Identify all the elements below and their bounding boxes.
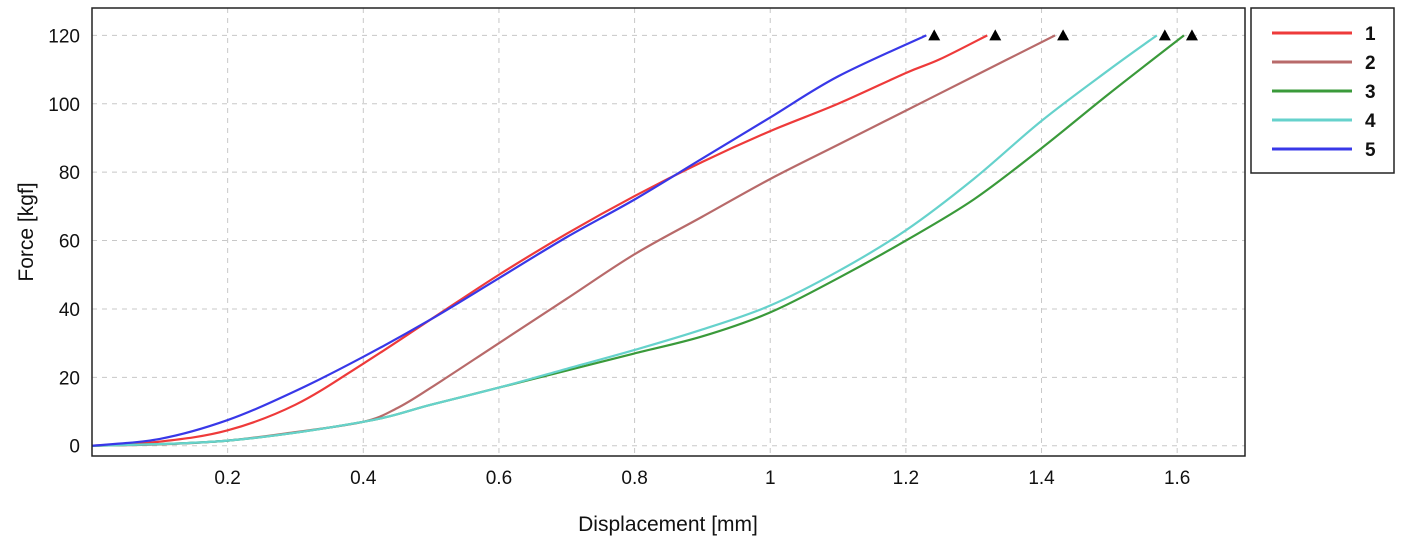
- series-line-1: [91, 34, 988, 447]
- x-tick-label: 1.4: [1028, 468, 1055, 489]
- x-tick-label: 1.2: [893, 468, 919, 489]
- grid-lines: [92, 8, 1245, 456]
- x-tick-label: 0.8: [621, 468, 647, 489]
- end-markers: [928, 29, 1198, 41]
- x-tick-label: 0.4: [350, 468, 377, 489]
- x-tick-labels: 0.2 0.4 0.6 0.8 1 1.2 1.4 1.6: [214, 468, 1190, 489]
- series-line-5: [91, 34, 927, 447]
- y-tick-label: 100: [48, 95, 80, 116]
- legend-label-5: 5: [1365, 140, 1376, 161]
- x-axis-title: Displacement [mm]: [578, 513, 758, 536]
- y-tick-label: 80: [59, 163, 80, 184]
- legend-label-4: 4: [1365, 111, 1376, 132]
- end-marker-2: [1057, 29, 1070, 41]
- series-line-4: [91, 34, 1158, 447]
- legend-label-3: 3: [1365, 82, 1376, 103]
- x-tick-label: 1.6: [1164, 468, 1190, 489]
- y-tick-label: 40: [59, 300, 80, 321]
- legend-label-2: 2: [1365, 53, 1376, 74]
- legend: 1 2 3 4 5: [1250, 7, 1395, 174]
- end-marker-3: [1185, 29, 1198, 41]
- y-axis-title: Force [kgf]: [15, 182, 38, 281]
- series-lines: [91, 34, 1185, 447]
- y-tick-label: 0: [69, 437, 80, 458]
- end-marker-4: [1158, 29, 1171, 41]
- legend-label-1: 1: [1365, 24, 1376, 45]
- y-tick-label: 60: [59, 232, 80, 253]
- y-tick-label: 120: [48, 26, 80, 47]
- end-marker-5: [928, 29, 941, 41]
- y-tick-labels: 0 20 40 60 80 100 120: [48, 26, 80, 457]
- x-tick-label: 0.6: [486, 468, 512, 489]
- x-tick-label: 0.2: [214, 468, 240, 489]
- plot-frame: [91, 7, 1246, 457]
- y-tick-label: 20: [59, 368, 80, 389]
- x-tick-label: 1: [765, 468, 776, 489]
- end-marker-1: [989, 29, 1002, 41]
